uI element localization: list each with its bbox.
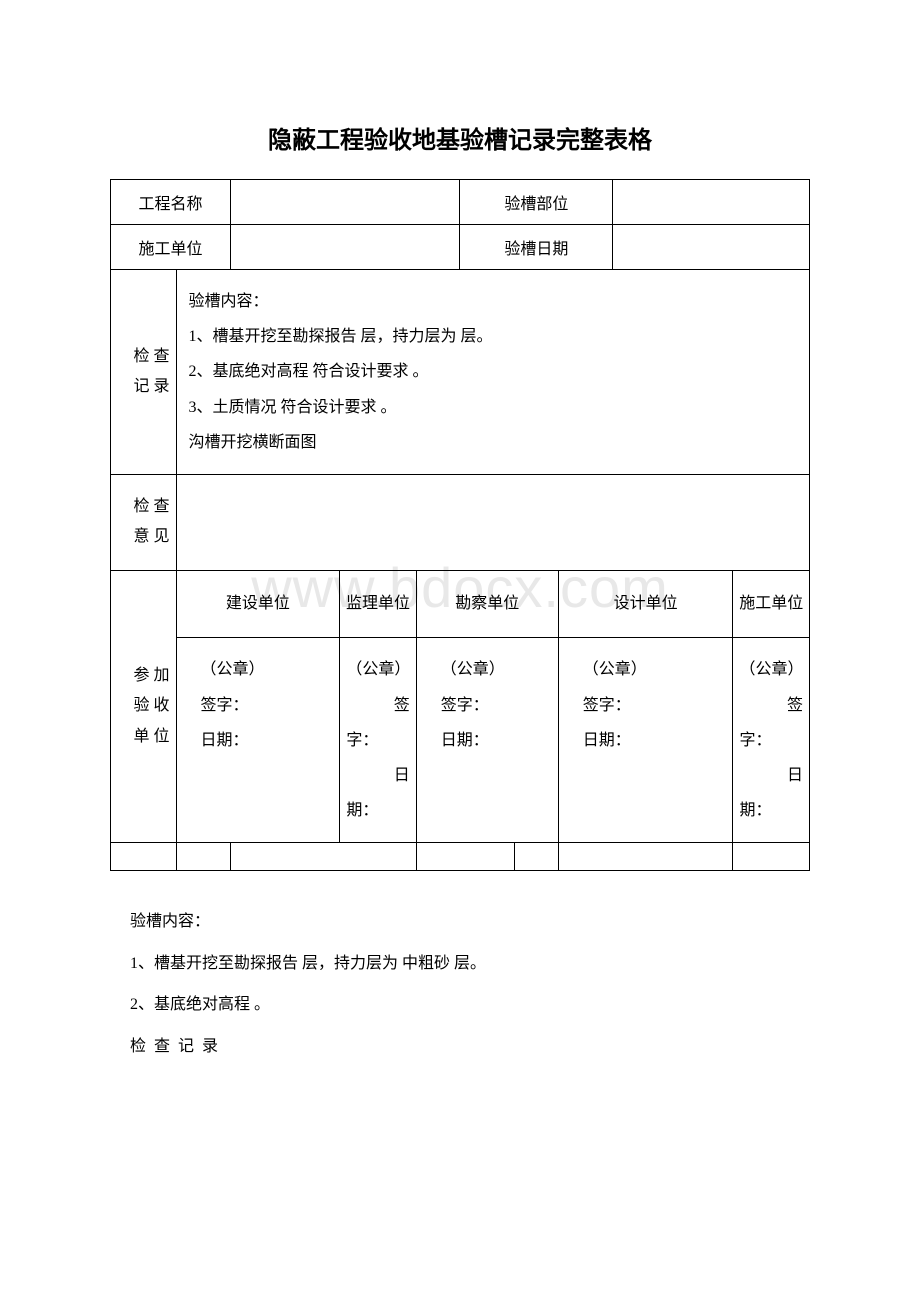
table-row: 参 加 验 收 单 位 建设单位 监理单位 勘察单位 设计单位 施工单位	[111, 570, 810, 637]
sign-label-1: 签	[739, 688, 803, 723]
table-row	[111, 843, 810, 871]
sign-label-2: 字：	[346, 723, 409, 758]
col-design-unit: 设计单位	[558, 570, 733, 637]
col-contractor-unit: 施工单位	[733, 570, 810, 637]
content-line: 1、槽基开挖至勘探报告 层，持力层为 层。	[189, 319, 798, 354]
content-heading: 验槽内容：	[189, 284, 798, 319]
empty-cell	[733, 843, 810, 871]
label-slot-date: 验槽日期	[460, 225, 613, 270]
date-text: 日期：	[565, 723, 727, 758]
sign-text: 签字：	[423, 688, 552, 723]
label-participants: 参 加 验 收 单 位	[111, 570, 177, 842]
content-line: 沟槽开挖横断面图	[189, 425, 798, 460]
label-contractor: 施工单位	[111, 225, 231, 270]
empty-cell	[231, 843, 417, 871]
empty-cell	[111, 843, 177, 871]
below-line: 2、基底绝对高程 。	[130, 984, 810, 1026]
value-contractor	[231, 225, 460, 270]
col-construction-unit: 建设单位	[176, 570, 340, 637]
sign-text: 签字：	[183, 688, 334, 723]
sig-cell-contractor: （公章） 签 字： 日 期：	[733, 638, 810, 843]
seal-text: （公章）	[739, 652, 803, 687]
sign-label-1: 签	[346, 688, 409, 723]
empty-cell	[515, 843, 559, 871]
table-row: 施工单位 验槽日期	[111, 225, 810, 270]
seal-text: （公章）	[346, 652, 409, 687]
label-slot-position: 验槽部位	[460, 180, 613, 225]
sig-cell-supervision: （公章） 签 字： 日 期：	[340, 638, 416, 843]
page-title: 隐蔽工程验收地基验槽记录完整表格	[110, 120, 810, 155]
value-slot-date	[613, 225, 810, 270]
table-row: （公章） 签字： 日期： （公章） 签 字： 日 期： （公章） 签字： 日期：…	[111, 638, 810, 843]
content-line: 2、基底绝对高程 符合设计要求 。	[189, 354, 798, 389]
label-inspect-record: 检 查 记 录	[111, 270, 177, 475]
sign-label-2: 字：	[739, 723, 803, 758]
table-row: 检 查 记 录 验槽内容： 1、槽基开挖至勘探报告 层，持力层为 层。 2、基底…	[111, 270, 810, 475]
seal-text: （公章）	[423, 652, 552, 687]
empty-cell	[176, 843, 231, 871]
inspect-opinion-content	[176, 474, 810, 570]
content-line: 3、土质情况 符合设计要求 。	[189, 390, 798, 425]
empty-cell	[558, 843, 733, 871]
date-label-2: 期：	[739, 793, 803, 828]
sig-cell-survey: （公章） 签字： 日期：	[416, 638, 558, 843]
date-label-1: 日	[739, 758, 803, 793]
col-survey-unit: 勘察单位	[416, 570, 558, 637]
sig-cell-construction: （公章） 签字： 日期：	[176, 638, 340, 843]
below-line: 检 查 记 录	[130, 1026, 810, 1068]
table-row: 工程名称 验槽部位	[111, 180, 810, 225]
below-text-block: 验槽内容： 1、槽基开挖至勘探报告 层，持力层为 中粗砂 层。 2、基底绝对高程…	[110, 901, 810, 1067]
seal-text: （公章）	[183, 652, 334, 687]
table-row: 检 查 意 见	[111, 474, 810, 570]
sig-cell-design: （公章） 签字： 日期：	[558, 638, 733, 843]
seal-text: （公章）	[565, 652, 727, 687]
date-label-1: 日	[346, 758, 409, 793]
main-form-table: 工程名称 验槽部位 施工单位 验槽日期 检 查 记 录 验槽内容： 1、槽基开挖…	[110, 179, 810, 871]
date-label-2: 期：	[346, 793, 409, 828]
empty-cell	[416, 843, 514, 871]
label-project-name: 工程名称	[111, 180, 231, 225]
label-inspect-opinion: 检 查 意 见	[111, 474, 177, 570]
value-project-name	[231, 180, 460, 225]
col-supervision-unit: 监理单位	[340, 570, 416, 637]
inspect-record-content: 验槽内容： 1、槽基开挖至勘探报告 层，持力层为 层。 2、基底绝对高程 符合设…	[176, 270, 810, 475]
date-text: 日期：	[183, 723, 334, 758]
below-heading: 验槽内容：	[130, 901, 810, 943]
date-text: 日期：	[423, 723, 552, 758]
value-slot-position	[613, 180, 810, 225]
below-line: 1、槽基开挖至勘探报告 层，持力层为 中粗砂 层。	[130, 943, 810, 985]
sign-text: 签字：	[565, 688, 727, 723]
